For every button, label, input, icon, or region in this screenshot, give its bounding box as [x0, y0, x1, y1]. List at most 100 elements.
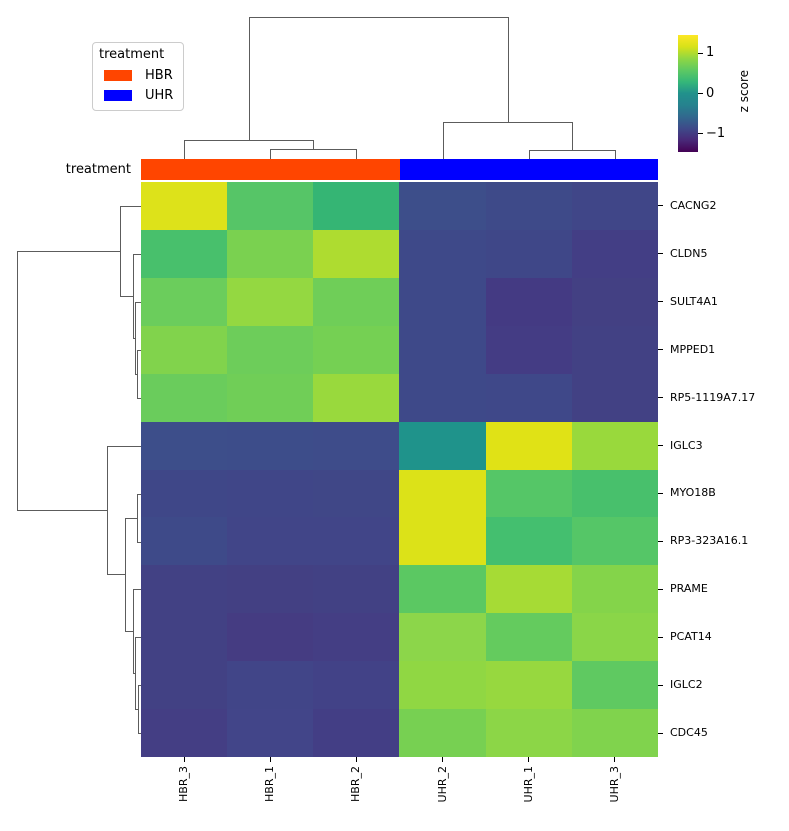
dendrogram-segment: [184, 140, 185, 159]
heatmap-cell: [571, 469, 658, 518]
heatmap-cell: [399, 709, 486, 757]
dendrogram-segment: [443, 122, 572, 123]
heatmap-cell: [399, 373, 486, 422]
heatmap-cell: [141, 325, 228, 374]
column-label: HBR_1: [263, 766, 277, 802]
heatmap-cell: [399, 613, 486, 662]
row-label: RP5-1119A7.17: [670, 390, 756, 404]
heatmap-cell: [485, 565, 572, 614]
colorbar-tick-label: −1: [706, 125, 726, 141]
heatmap-cell: [141, 421, 228, 470]
dendrogram-segment: [443, 122, 444, 159]
treatment-row-label: treatment: [65, 162, 131, 177]
treatment-legend: treatment HBR UHR: [92, 42, 184, 111]
colorbar-tick: [698, 52, 703, 54]
heatmap-cell: [485, 325, 572, 374]
row-label: MYO18B: [670, 486, 716, 500]
legend-title: treatment: [99, 47, 165, 62]
heatmap-cell: [399, 469, 486, 518]
heatmap-cell: [571, 613, 658, 662]
dendrogram-segment: [135, 374, 137, 375]
dendrogram-segment: [17, 251, 18, 510]
heatmap-cell: [571, 277, 658, 326]
row-tick: [658, 445, 663, 447]
row-label: CDC45: [670, 726, 708, 740]
heatmap-cell: [571, 565, 658, 614]
heatmap-cell: [227, 709, 314, 757]
dendrogram-segment: [529, 150, 615, 151]
heatmap-cell: [141, 182, 228, 230]
heatmap-cell: [141, 709, 228, 757]
heatmap-cell: [399, 517, 486, 566]
heatmap-cell: [571, 182, 658, 230]
dendrogram-segment: [184, 140, 313, 141]
dendrogram-segment: [120, 206, 141, 207]
column-tick: [442, 757, 444, 762]
heatmap-cell: [227, 373, 314, 422]
heatmap-cell: [399, 182, 486, 230]
heatmap-cell: [313, 325, 400, 374]
heatmap-cell: [571, 709, 658, 757]
heatmap-cell: [571, 517, 658, 566]
heatmap-cell: [227, 277, 314, 326]
dendrogram-segment: [137, 350, 138, 398]
column-tick: [528, 757, 530, 762]
heatmap-cell: [313, 182, 400, 230]
heatmap-cell: [141, 277, 228, 326]
heatmap-cell: [485, 182, 572, 230]
dendrogram-segment: [572, 122, 573, 150]
column-label: UHR_3: [607, 766, 621, 803]
dendrogram-segment: [17, 510, 107, 511]
heatmap-cell: [313, 565, 400, 614]
heatmap-cell: [227, 613, 314, 662]
dendrogram-segment: [137, 350, 141, 351]
legend-item-label: HBR: [145, 67, 173, 83]
dendrogram-segment: [270, 149, 271, 159]
column-tick: [183, 757, 185, 762]
dendrogram-segment: [107, 446, 108, 574]
dendrogram-segment: [135, 709, 138, 710]
row-label: IGLC3: [670, 438, 703, 452]
column-tick: [355, 757, 357, 762]
column-tick: [269, 757, 271, 762]
row-tick: [658, 588, 663, 590]
dendrogram-segment: [107, 446, 141, 447]
row-label: SULT4A1: [670, 294, 718, 308]
dendrogram-segment: [313, 140, 314, 149]
dendrogram-segment: [120, 296, 133, 297]
dendrogram-segment: [133, 673, 135, 674]
heatmap-cell: [571, 421, 658, 470]
heatmap-cell: [485, 229, 572, 278]
legend-item-label: UHR: [145, 87, 174, 103]
row-label: PCAT14: [670, 630, 712, 644]
dendrogram-segment: [133, 254, 141, 255]
row-tick: [658, 349, 663, 351]
column-label: HBR_3: [177, 766, 191, 802]
heatmap-cell: [485, 517, 572, 566]
colorbar-axis-label: z score: [737, 70, 751, 113]
heatmap-cell: [485, 709, 572, 757]
heatmap-cell: [485, 421, 572, 470]
heatmap-cell: [571, 661, 658, 710]
row-tick: [658, 301, 663, 303]
row-tick: [658, 253, 663, 255]
dendrogram-segment: [508, 17, 509, 122]
row-tick: [658, 636, 663, 638]
heatmap-cell: [399, 661, 486, 710]
heatmap-cell: [571, 325, 658, 374]
heatmap-cell: [485, 469, 572, 518]
dendrogram-segment: [125, 518, 126, 631]
colorbar-tick-label: 0: [706, 85, 715, 101]
dendrogram-segment: [125, 631, 133, 632]
dendrogram-segment: [133, 589, 134, 673]
row-tick: [658, 492, 663, 494]
row-label: CACNG2: [670, 198, 717, 212]
row-label: MPPED1: [670, 342, 716, 356]
heatmap-cell: [399, 277, 486, 326]
dendrogram-segment: [249, 17, 250, 140]
dendrogram-segment: [135, 637, 141, 638]
heatmap-cell: [227, 182, 314, 230]
dendrogram-segment: [135, 302, 136, 374]
row-label: IGLC2: [670, 678, 703, 692]
legend-item-uhr: UHR: [99, 85, 177, 105]
